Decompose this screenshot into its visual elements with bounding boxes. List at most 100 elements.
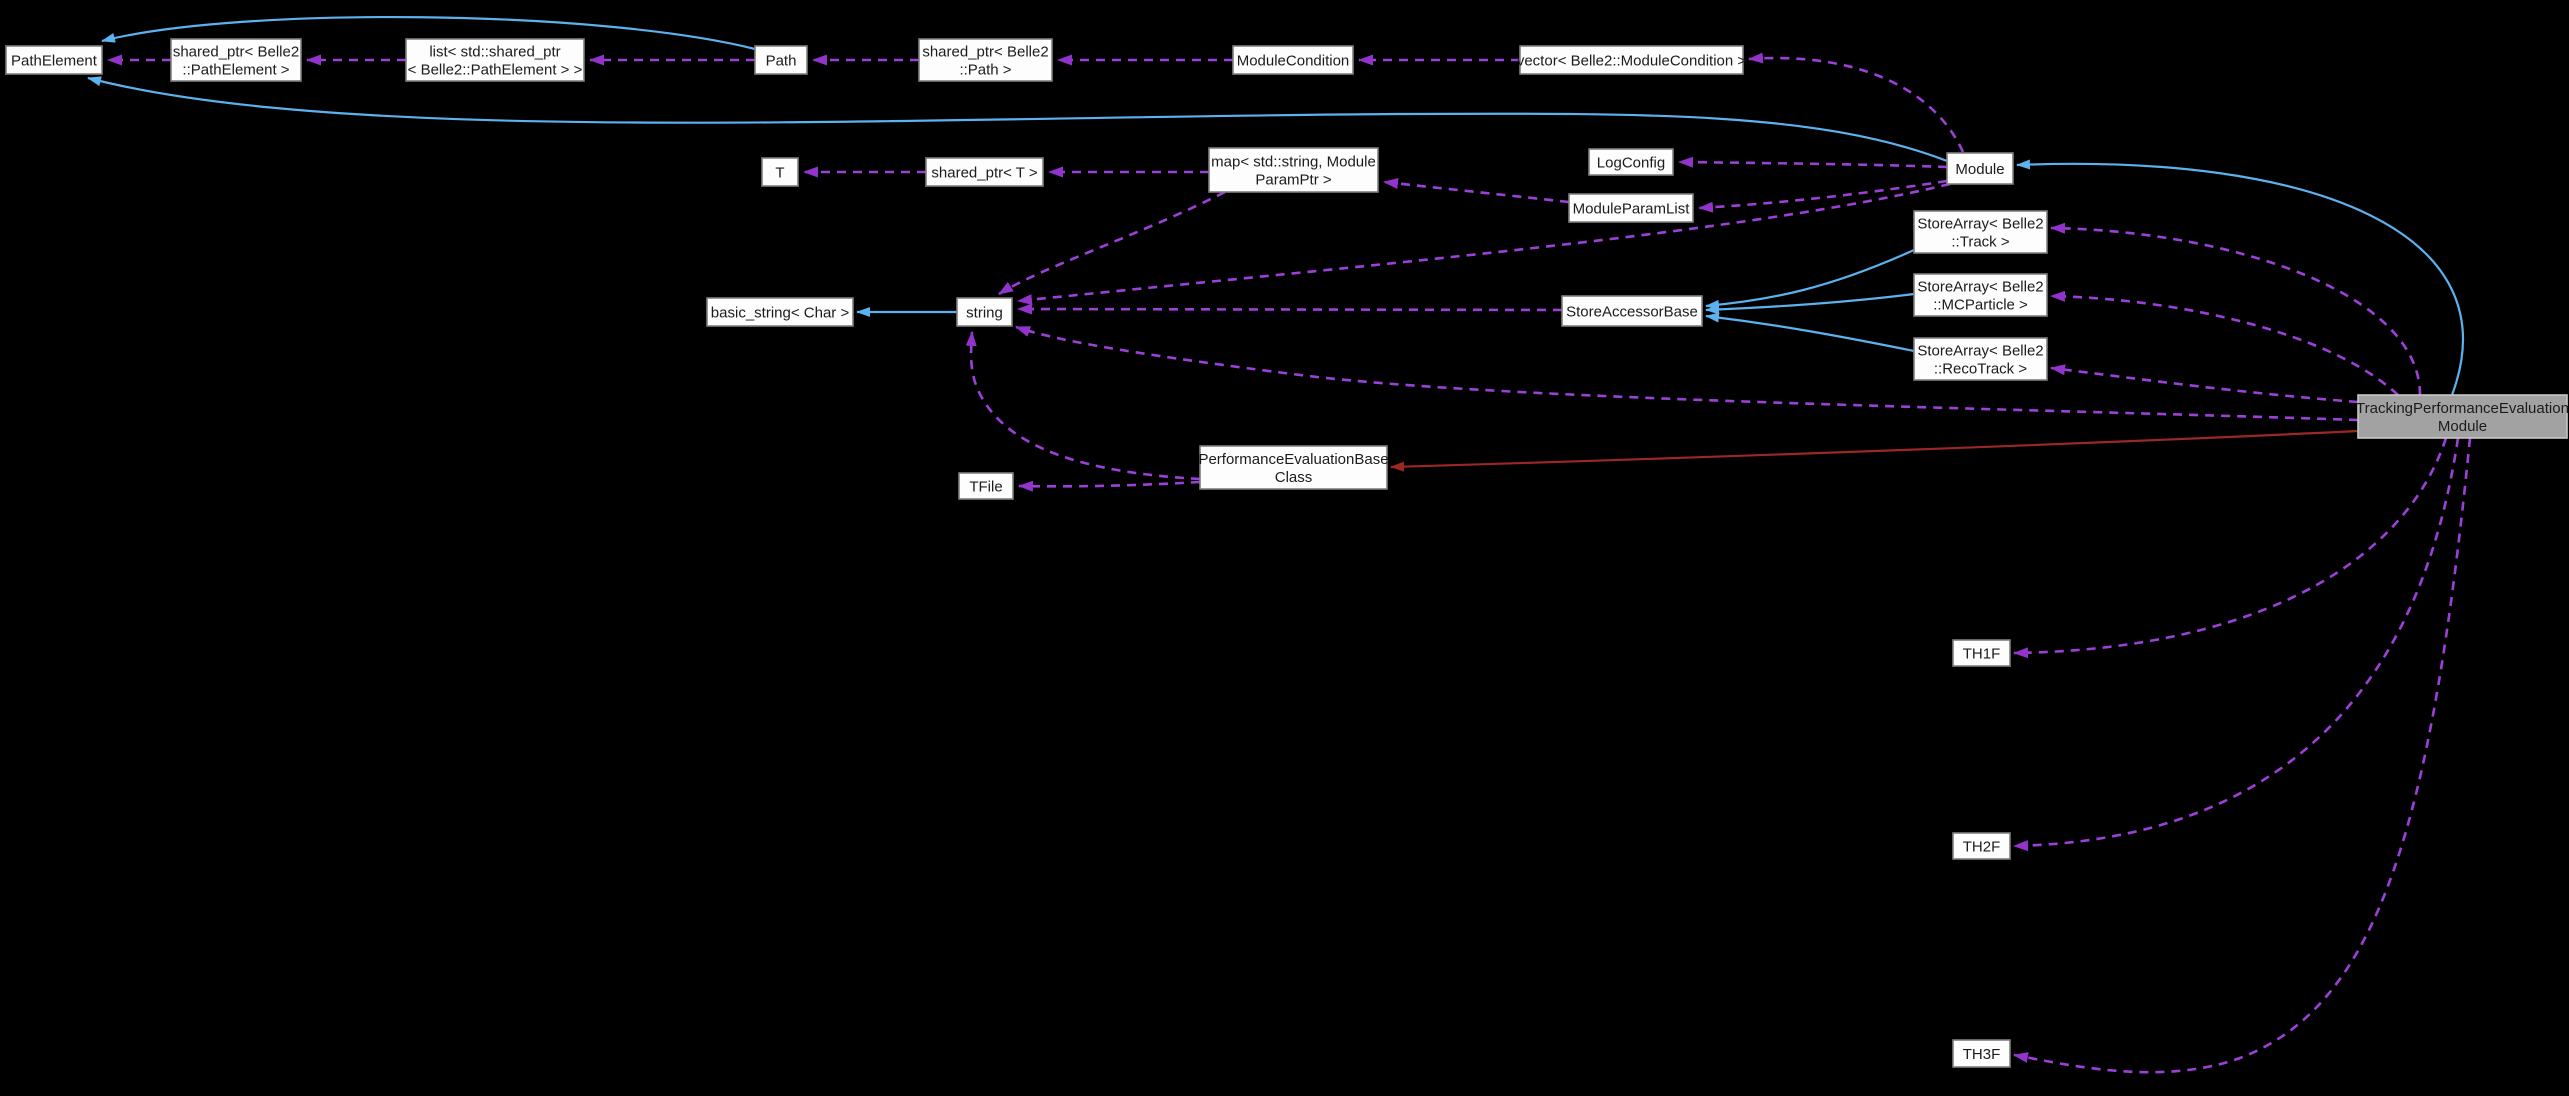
- node-sa_mcparticle-label: StoreArray< Belle2::MCParticle >: [1917, 279, 2043, 314]
- node-tfile-box: [958, 472, 1014, 500]
- edge-storeaccessorbase-string: [1017, 303, 1563, 315]
- edge-sa_mcparticle-storeaccessorbase: [1705, 292, 1915, 315]
- node-sp_path-box: [918, 38, 1053, 82]
- node-logconfig[interactable]: LogConfig: [1588, 148, 1674, 176]
- node-sp_t[interactable]: shared_ptr< T >: [925, 157, 1044, 187]
- node-moduleparamlist-label: ModuleParamList: [1573, 201, 1691, 218]
- node-pebc-label: PerformanceEvaluationBase Class: [1198, 451, 1388, 486]
- edge-tpem-pebc: [1390, 429, 2359, 472]
- node-sp_path-label: shared_ptr< Belle2::Path >: [922, 44, 1048, 79]
- node-vector_mc[interactable]: vector< Belle2::ModuleCondition >: [1517, 45, 1747, 75]
- node-basic_string[interactable]: basic_string< Char >: [706, 297, 854, 327]
- node-basic_string-box: [706, 297, 854, 327]
- node-storeaccessorbase[interactable]: StoreAccessorBase: [1561, 295, 1703, 327]
- node-sa_recotrack[interactable]: StoreArray< Belle2::RecoTrack >: [1913, 337, 2048, 381]
- node-modulecondition[interactable]: ModuleCondition: [1232, 45, 1354, 75]
- edge-tpem-module: [2016, 159, 2464, 396]
- node-t-box: [761, 157, 799, 187]
- node-list_sp-box: [405, 38, 585, 82]
- node-th3f[interactable]: TH3F: [1952, 1039, 2011, 1068]
- node-pathelement-label: PathElement: [11, 53, 98, 70]
- node-tpem-label: TrackingPerformanceEvaluation Module: [2356, 400, 2569, 435]
- node-string-box: [956, 297, 1013, 327]
- node-sa_mcparticle[interactable]: StoreArray< Belle2::MCParticle >: [1913, 273, 2048, 317]
- node-tfile-label: TFile: [969, 479, 1002, 496]
- node-module-box: [1946, 152, 2014, 185]
- node-sp_pathelement-label: shared_ptr< Belle2::PathElement >: [173, 44, 299, 79]
- edge-sa_recotrack-storeaccessorbase: [1705, 312, 1915, 353]
- node-vector_mc-box: [1519, 45, 1744, 75]
- edge-map-string: [998, 190, 1226, 296]
- node-pebc-box: [1199, 445, 1388, 490]
- node-moduleparamlist-box: [1568, 193, 1694, 223]
- node-string[interactable]: string: [956, 297, 1013, 327]
- node-list_sp-label: list< std::shared_ptr < Belle2::PathEleme…: [408, 44, 583, 79]
- node-pathelement[interactable]: PathElement: [5, 45, 103, 75]
- node-pathelement-box: [5, 45, 103, 75]
- edge-tpem-string: [1015, 325, 2359, 422]
- node-th3f-box: [1952, 1039, 2011, 1068]
- node-tfile[interactable]: TFile: [958, 472, 1014, 500]
- edge-module-string: [1017, 182, 1951, 306]
- edge-tpem-sa_recotrack: [2050, 364, 2359, 404]
- nodes-layer: PathElement shared_ptr< Belle2::PathEleme…: [5, 38, 2569, 1068]
- edge-module-pathelement: [87, 76, 1948, 163]
- edge-tpem-sa_track: [2050, 222, 2422, 396]
- node-module[interactable]: Module: [1946, 152, 2014, 185]
- node-modulecondition-box: [1232, 45, 1354, 75]
- node-th2f[interactable]: TH2F: [1952, 832, 2011, 860]
- edge-pebc-tfile: [1018, 480, 1201, 492]
- node-sa_track[interactable]: StoreArray< Belle2::Track >: [1913, 210, 2048, 254]
- node-string-label: string: [966, 305, 1003, 322]
- node-list_sp[interactable]: list< std::shared_ptr < Belle2::PathEleme…: [405, 38, 585, 82]
- edges-layer: [87, 15, 2472, 1074]
- node-module-label: Module: [1955, 161, 2004, 178]
- node-logconfig-box: [1588, 148, 1674, 176]
- node-basic_string-label: basic_string< Char >: [711, 305, 850, 322]
- node-storeaccessorbase-box: [1561, 295, 1703, 327]
- node-vector_mc-label: vector< Belle2::ModuleCondition >: [1517, 53, 1747, 70]
- edge-moduleparamlist-map: [1383, 178, 1570, 204]
- node-sp_t-box: [925, 157, 1044, 187]
- node-t[interactable]: T: [761, 157, 799, 187]
- node-sp_path[interactable]: shared_ptr< Belle2::Path >: [918, 38, 1053, 82]
- node-path-box: [754, 45, 808, 75]
- node-sp_pathelement-box: [170, 38, 302, 82]
- node-pebc[interactable]: PerformanceEvaluationBase Class: [1198, 445, 1389, 490]
- node-path[interactable]: Path: [754, 45, 808, 75]
- node-storeaccessorbase-label: StoreAccessorBase: [1566, 304, 1698, 321]
- node-th3f-label: TH3F: [1963, 1046, 2001, 1063]
- node-sa_recotrack-label: StoreArray< Belle2::RecoTrack >: [1917, 343, 2043, 378]
- edge-tpem-th1f: [2013, 437, 2448, 659]
- node-tpem: TrackingPerformanceEvaluation Module: [2356, 394, 2569, 439]
- node-th1f[interactable]: TH1F: [1952, 639, 2011, 667]
- node-logconfig-label: LogConfig: [1597, 155, 1665, 172]
- node-sa_track-label: StoreArray< Belle2::Track >: [1917, 216, 2043, 251]
- edge-tpem-sa_mcparticle: [2050, 290, 2399, 396]
- node-sa_recotrack-box: [1913, 337, 2048, 381]
- node-map-box: [1208, 147, 1379, 193]
- node-t-label: T: [775, 165, 784, 182]
- node-th2f-label: TH2F: [1963, 839, 2001, 856]
- node-sa_mcparticle-box: [1913, 273, 2048, 317]
- node-moduleparamlist[interactable]: ModuleParamList: [1568, 193, 1694, 223]
- node-path-label: Path: [766, 53, 797, 70]
- edge-tpem-th2f: [2013, 437, 2460, 852]
- edge-tpem-th3f: [2013, 437, 2472, 1074]
- node-tpem-box: [2357, 394, 2568, 439]
- node-map[interactable]: map< std::string, Module ParamPtr >: [1208, 147, 1379, 193]
- edge-module-moduleparamlist: [1698, 179, 1948, 213]
- node-sp_t-label: shared_ptr< T >: [931, 165, 1037, 182]
- edge-path-pathelement: [101, 15, 756, 51]
- node-sa_track-box: [1913, 210, 2048, 254]
- node-th2f-box: [1952, 832, 2011, 860]
- node-th1f-box: [1952, 639, 2011, 667]
- node-th1f-label: TH1F: [1963, 646, 2001, 663]
- node-map-label: map< std::string, Module ParamPtr >: [1211, 154, 1376, 189]
- edge-pebc-string: [965, 331, 1201, 481]
- edge-sa_track-storeaccessorbase: [1705, 248, 1915, 310]
- node-sp_pathelement[interactable]: shared_ptr< Belle2::PathElement >: [170, 38, 302, 82]
- edge-module-vector_mc: [1748, 52, 1965, 153]
